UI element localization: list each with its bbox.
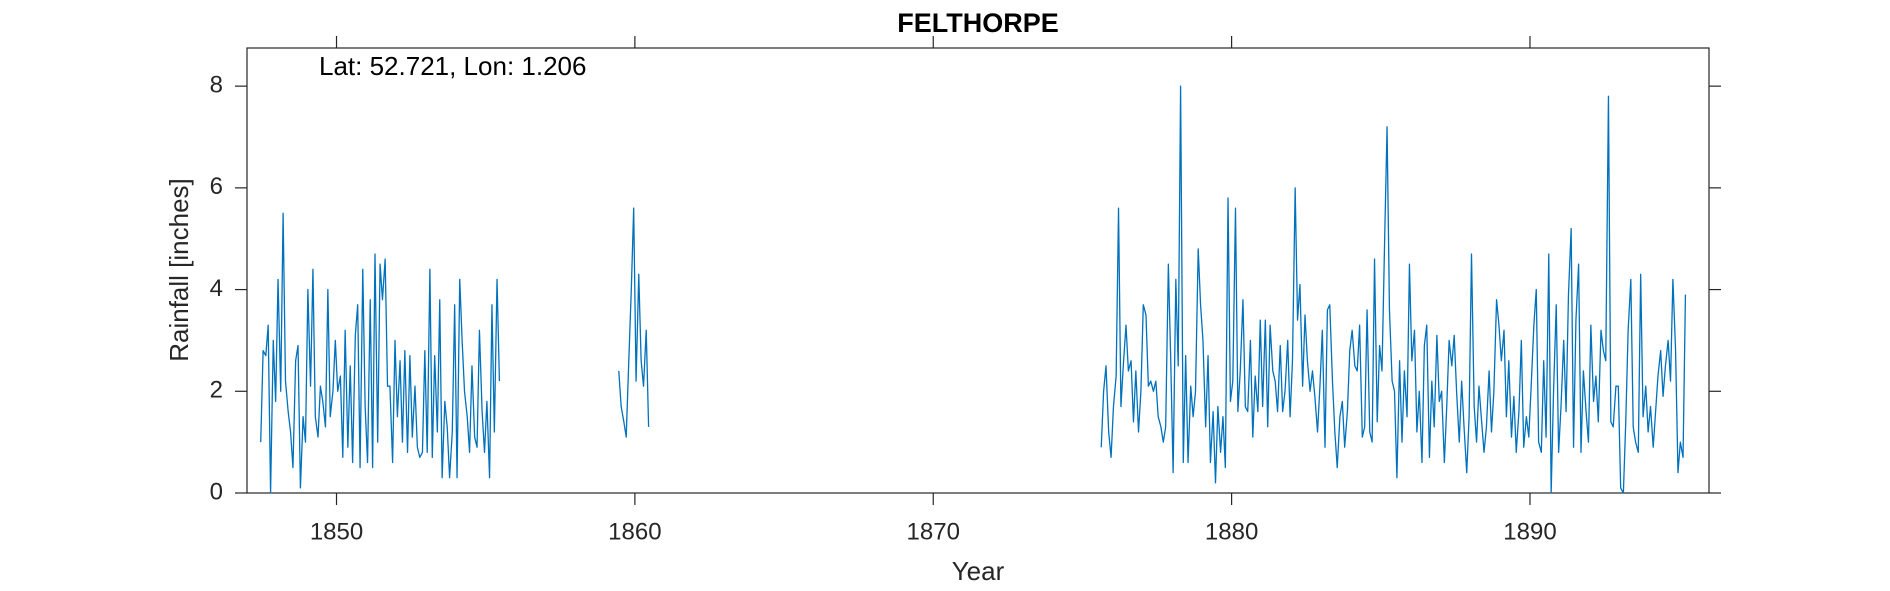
y-tick-label: 8 <box>210 71 223 98</box>
x-tick-label: 1850 <box>310 518 363 545</box>
y-tick-label: 4 <box>210 275 223 302</box>
chart-title: FELTHORPE <box>897 8 1059 38</box>
x-axis-label: Year <box>952 556 1005 586</box>
x-tick-label: 1890 <box>1503 518 1556 545</box>
y-tick-label: 6 <box>210 173 223 200</box>
y-axis-label: Rainfall [inches] <box>164 178 194 362</box>
data-line <box>260 85 1687 494</box>
plot-frame <box>246 47 1710 494</box>
x-tick-label: 1860 <box>608 518 661 545</box>
x-tick-label: 1880 <box>1205 518 1258 545</box>
x-tick-label: 1870 <box>907 518 960 545</box>
y-tick-label: 0 <box>210 478 223 505</box>
y-tick-label: 2 <box>210 377 223 404</box>
annotation: Lat: 52.721, Lon: 1.206 <box>319 51 586 81</box>
